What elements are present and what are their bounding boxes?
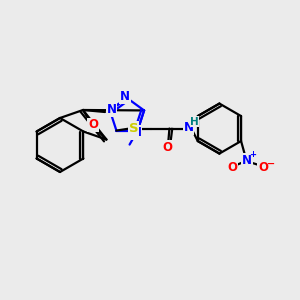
Text: O: O: [162, 141, 172, 154]
Text: N: N: [120, 91, 130, 103]
Text: N: N: [242, 154, 252, 166]
Text: H: H: [190, 117, 199, 127]
Text: N: N: [132, 126, 142, 139]
Text: N: N: [183, 121, 194, 134]
Text: +: +: [250, 150, 256, 159]
Text: O: O: [258, 160, 268, 174]
Text: −: −: [267, 159, 275, 169]
Text: O: O: [227, 160, 237, 174]
Text: O: O: [88, 118, 98, 131]
Text: N: N: [107, 103, 117, 116]
Text: S: S: [129, 122, 138, 135]
